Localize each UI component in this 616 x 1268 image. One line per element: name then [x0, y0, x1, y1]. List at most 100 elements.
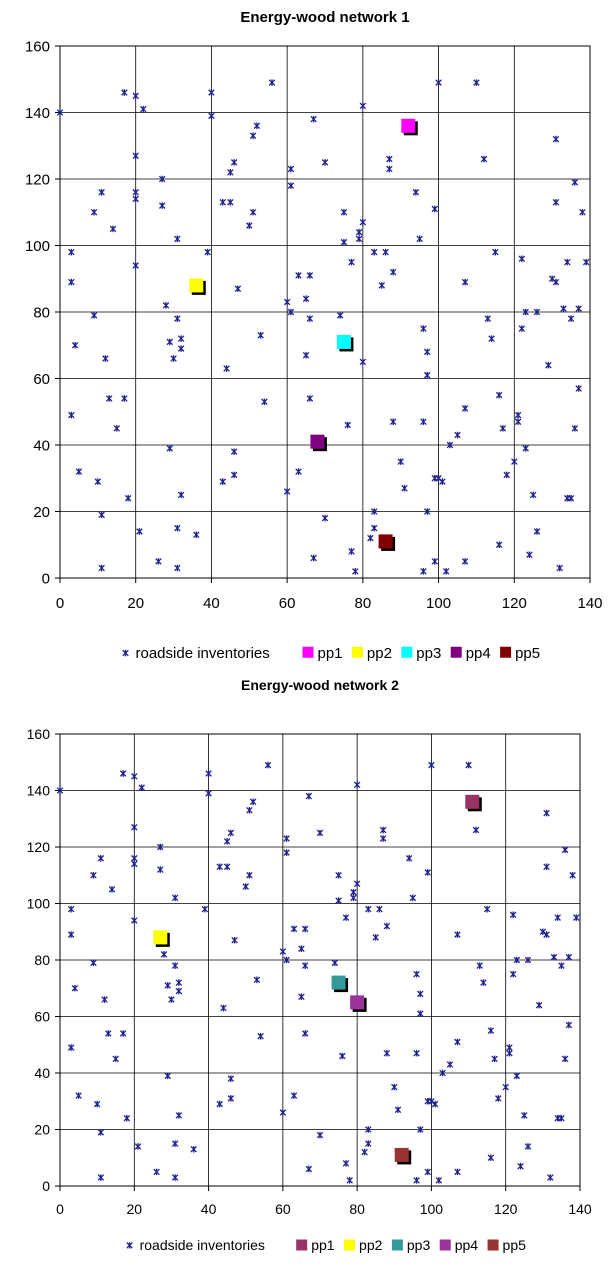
legend-swatch-pp4 [439, 1239, 451, 1251]
legend-swatch-pp3 [391, 1239, 403, 1251]
inventory-point [204, 248, 211, 256]
series-pp1 [401, 118, 418, 136]
inventory-point [569, 871, 576, 879]
inventory-point [283, 956, 290, 964]
inventory-point [372, 934, 379, 941]
inventory-point [249, 798, 257, 806]
inventory-point [287, 182, 295, 189]
inventory-point [132, 189, 139, 196]
inventory-point [171, 1140, 179, 1147]
inventory-point [227, 1075, 235, 1082]
inventory-point [157, 866, 164, 873]
inventory-point [509, 970, 517, 978]
inventory-point [177, 491, 185, 499]
inventory-point [123, 1114, 131, 1122]
y-tick-label: 20 [34, 1121, 50, 1137]
inventory-point [435, 1177, 443, 1184]
inventory-point [416, 235, 423, 243]
inventory-point [370, 248, 378, 256]
inventory-point [321, 159, 329, 166]
inventory-point [279, 1109, 287, 1116]
inventory-point [132, 262, 139, 269]
x-tick-label: 40 [201, 1201, 217, 1217]
inventory-point [131, 823, 138, 831]
inventory-point [124, 494, 132, 502]
y-tick-label: 140 [27, 782, 51, 798]
legend-star-icon [126, 1242, 133, 1249]
inventory-point [575, 305, 582, 312]
inventory-point [558, 962, 565, 969]
legend-label: pp3 [407, 1237, 431, 1253]
inventory-point [573, 914, 580, 921]
inventory-point [290, 1092, 298, 1099]
inventory-point [370, 524, 378, 532]
inventory-point [518, 255, 526, 263]
inventory-point [131, 860, 138, 868]
legend-swatch-pp2 [344, 1239, 356, 1251]
inventory-point [301, 925, 309, 933]
inventory-point [119, 770, 127, 777]
inventory-point [331, 959, 339, 967]
inventory-point [386, 165, 393, 173]
inventory-point [564, 258, 571, 266]
inventory-point [533, 528, 541, 535]
legend-label: pp3 [416, 645, 441, 662]
inventory-point [367, 534, 374, 542]
series-pp2 [153, 930, 170, 947]
inventory-point [171, 1174, 179, 1181]
inventory-point [526, 551, 533, 559]
inventory-point [131, 855, 138, 862]
inventory-point [94, 478, 102, 485]
inventory-point [131, 773, 138, 780]
inventory-point [283, 849, 290, 856]
inventory-point [543, 863, 550, 871]
inventory-point [290, 925, 298, 933]
inventory-point [543, 809, 550, 817]
series-roadside-inventories [56, 761, 580, 1184]
inventory-point [405, 855, 413, 862]
inventory-point [68, 411, 75, 419]
inventory-point [556, 564, 563, 572]
plot-area [59, 45, 591, 579]
x-tick-label: 80 [355, 595, 372, 612]
inventory-point [71, 341, 79, 349]
inventory-point [491, 1055, 498, 1063]
y-tick-label: 160 [25, 38, 50, 55]
inventory-point [484, 315, 492, 322]
x-tick-label: 0 [56, 1201, 64, 1217]
inventory-point [305, 1165, 313, 1173]
x-tick-label: 140 [568, 1201, 592, 1217]
inventory-point [134, 1143, 142, 1150]
inventory-point [171, 962, 179, 969]
inventory-point [336, 312, 344, 319]
inventory-point [298, 993, 305, 1001]
legend-label: pp1 [318, 645, 343, 662]
legend: roadside inventories pp1 pp2 pp3 pp4 pp5 [122, 645, 540, 662]
inventory-point [417, 990, 424, 998]
inventory-point [67, 905, 75, 913]
inventory-point [417, 1010, 424, 1017]
inventory-point [295, 272, 302, 279]
legend-star-icon [122, 649, 129, 657]
inventory-point [454, 431, 461, 439]
inventory-point [166, 338, 174, 346]
x-tick-label: 60 [275, 1201, 291, 1217]
inventory-point [201, 905, 209, 913]
inventory-point [370, 508, 378, 515]
inventory-point [382, 248, 389, 256]
inventory-point [190, 1145, 197, 1153]
inventory-point [423, 508, 431, 515]
inventory-point [514, 411, 522, 419]
inventory-point [502, 1083, 509, 1091]
inventory-point [298, 945, 305, 952]
inventory-point [97, 855, 105, 862]
inventory-point [545, 361, 552, 369]
inventory-point [342, 914, 350, 921]
inventory-point [177, 335, 185, 342]
legend-swatch-pp1 [296, 1239, 308, 1251]
inventory-point [547, 1174, 554, 1181]
inventory-point [101, 996, 108, 1003]
series-pp2 [189, 278, 206, 295]
inventory-point [283, 488, 291, 495]
inventory-point [223, 863, 231, 871]
